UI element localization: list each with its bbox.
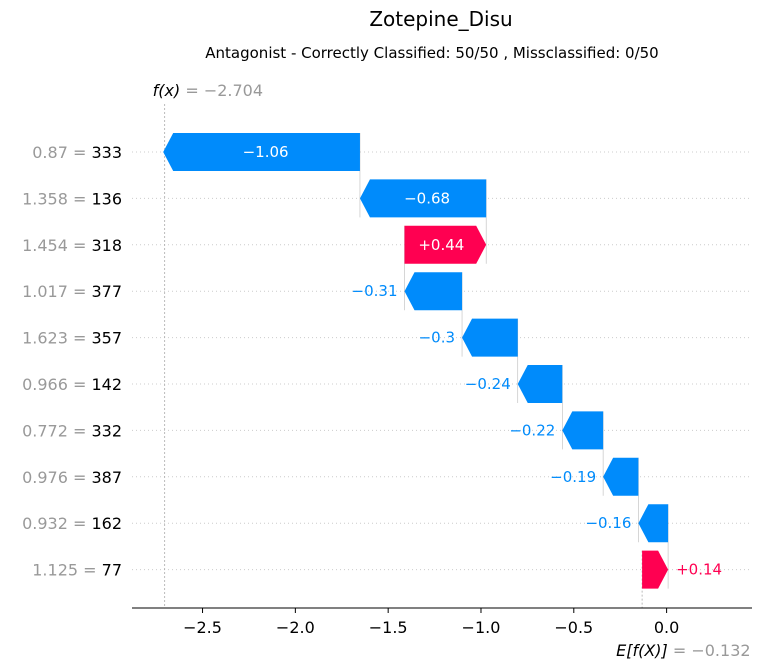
waterfall-bar — [562, 411, 604, 450]
feature-name: 162 — [91, 514, 122, 533]
feature-labels: 0.87 = 333 1.358 = 136 1.454 = 318 1.017 = … — [22, 143, 122, 580]
feature-name: 332 — [91, 421, 122, 440]
bar-value-label: +0.14 — [676, 561, 722, 579]
equals-sign: = — [68, 143, 92, 162]
waterfall-bar — [603, 457, 639, 496]
output-value-text: = −2.704 — [180, 81, 263, 100]
bar-value-label: −0.16 — [585, 514, 631, 532]
feature-value: 0.932 — [22, 514, 68, 533]
base-value-annotation: E[f(X)] = −0.132 — [616, 641, 750, 660]
x-tick-label: −0.5 — [554, 618, 593, 637]
bar-value-label: −1.06 — [243, 143, 289, 161]
bars: −1.06 −0.68 +0.44 −0.31 −0.3 −0.24 −0.22 −0.19 −… — [163, 133, 722, 589]
base-value-text: = −0.132 — [668, 641, 751, 660]
feature-name: 333 — [91, 143, 122, 162]
feature-name: 377 — [91, 282, 122, 301]
equals-sign: = — [68, 514, 92, 533]
feature-value: 1.125 — [32, 561, 78, 580]
feature-label: 0.87 = 333 — [32, 143, 122, 162]
waterfall-bar — [163, 133, 360, 171]
feature-value: 1.017 — [22, 282, 68, 301]
feature-name: 387 — [91, 468, 122, 487]
waterfall-bar — [462, 318, 518, 357]
waterfall-bar — [638, 504, 669, 543]
waterfall-bar — [359, 179, 487, 218]
feature-name: 318 — [91, 236, 122, 255]
equals-sign: = — [68, 189, 92, 208]
feature-name: 136 — [91, 189, 122, 208]
feature-label: 0.932 = 162 — [22, 514, 122, 533]
x-tick-label: −1.0 — [462, 618, 501, 637]
feature-value: 1.454 — [22, 236, 68, 255]
waterfall-bar — [517, 365, 563, 403]
waterfall-bar — [642, 550, 669, 589]
bar-value-label: −0.3 — [419, 329, 455, 347]
bar-value-label: −0.31 — [352, 282, 398, 300]
equals-sign: = — [68, 329, 92, 348]
feature-value: 0.87 — [32, 143, 68, 162]
feature-label: 1.623 = 357 — [22, 329, 122, 348]
equals-sign: = — [78, 561, 102, 580]
bar-value-label: −0.24 — [465, 375, 511, 393]
waterfall-bar — [404, 272, 463, 311]
equals-sign: = — [68, 421, 92, 440]
chart-subtitle: Antagonist - Correctly Classified: 50/50… — [205, 44, 658, 62]
x-axis: −2.5 −2.0 −1.5 −1.0 −0.5 0.0 — [132, 607, 752, 637]
annotations: f(x) = −2.704 E[f(X)] = −0.132 — [153, 81, 751, 660]
feature-value: 1.358 — [22, 189, 68, 208]
waterfall-bar — [404, 225, 487, 264]
feature-name: 142 — [91, 375, 122, 394]
feature-value: 0.966 — [22, 375, 68, 394]
feature-value: 0.976 — [22, 468, 68, 487]
feature-value: 1.623 — [22, 329, 68, 348]
feature-label: 0.976 = 387 — [22, 468, 122, 487]
feature-label: 1.454 = 318 — [22, 236, 122, 255]
x-tick-label: −2.5 — [183, 618, 222, 637]
base-value-label: E[f(X)] — [616, 641, 668, 660]
x-tick-label: −1.5 — [369, 618, 408, 637]
bar-value-label: −0.19 — [550, 468, 596, 486]
x-tick-label: 0.0 — [654, 618, 679, 637]
equals-sign: = — [68, 282, 92, 301]
output-value-annotation: f(x) = −2.704 — [153, 81, 263, 100]
equals-sign: = — [68, 468, 92, 487]
output-value-label: f(x) — [153, 81, 181, 100]
feature-name: 77 — [102, 561, 122, 580]
feature-label: 1.125 = 77 — [32, 561, 122, 580]
feature-label: 0.772 = 332 — [22, 421, 122, 440]
feature-label: 1.017 = 377 — [22, 282, 122, 301]
equals-sign: = — [68, 375, 92, 394]
bar-value-label: −0.68 — [404, 189, 450, 207]
feature-value: 0.772 — [22, 421, 68, 440]
equals-sign: = — [68, 236, 92, 255]
chart-title: Zotepine_Disu — [369, 7, 512, 31]
bar-value-label: +0.44 — [418, 236, 464, 254]
x-tick-label: −2.0 — [276, 618, 315, 637]
bar-value-label: −0.22 — [509, 421, 555, 439]
feature-label: 1.358 = 136 — [22, 189, 122, 208]
feature-name: 357 — [91, 329, 122, 348]
feature-label: 0.966 = 142 — [22, 375, 122, 394]
